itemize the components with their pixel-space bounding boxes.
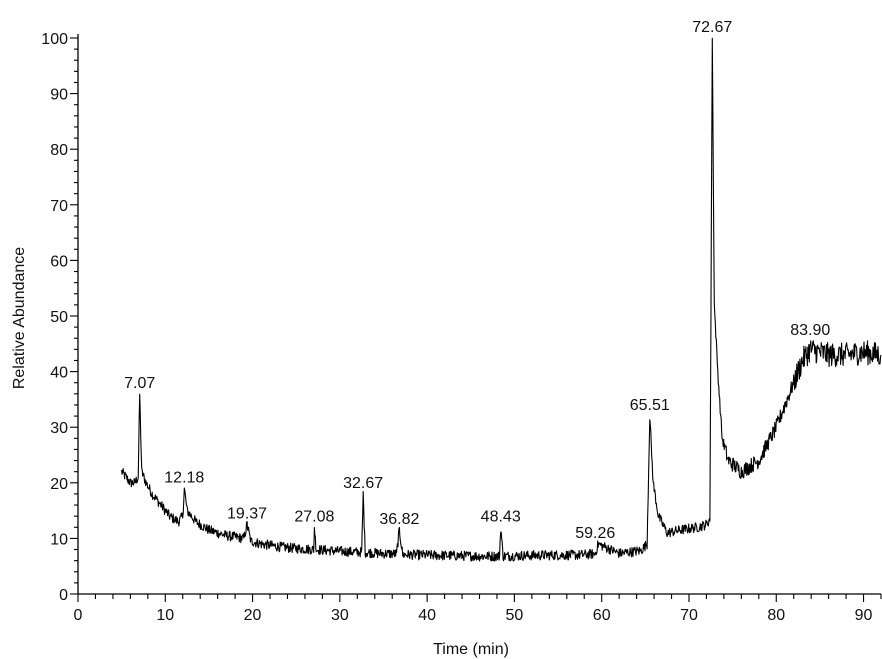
- x-tick-label: 80: [767, 607, 785, 624]
- x-tick-label: 50: [506, 607, 524, 624]
- y-tick-label: 50: [50, 309, 68, 326]
- peak-label: 7.07: [124, 375, 155, 392]
- x-tick-label: 10: [156, 607, 174, 624]
- y-tick-label: 90: [50, 87, 68, 104]
- x-axis: 0 10 20 30 40 50 60 70 80 90: [74, 593, 882, 624]
- y-tick-label: 40: [50, 365, 68, 382]
- y-tick-label: 0: [59, 587, 68, 604]
- y-tick-label: 10: [50, 531, 68, 548]
- x-tick-label: 0: [74, 607, 83, 624]
- peak-label: 59.26: [575, 525, 615, 542]
- peak-label: 36.82: [379, 511, 419, 528]
- peak-label: 83.90: [790, 322, 830, 339]
- y-tick-label: 100: [41, 31, 68, 48]
- peak-label: 48.43: [481, 508, 521, 525]
- peak-label: 27.08: [294, 508, 334, 525]
- y-tick-label: 80: [50, 142, 68, 159]
- plot-area: [121, 37, 882, 562]
- y-axis: 0 10 20 30 40 50 60 70 80 90 100: [41, 31, 79, 604]
- x-tick-label: 70: [680, 607, 698, 624]
- x-tick-label: 90: [855, 607, 873, 624]
- peak-label: 72.67: [692, 19, 732, 36]
- peak-label: 19.37: [227, 506, 267, 523]
- peak-labels: 7.07 12.18 19.37 27.08 32.67 36.82 48.43 59.26 6…: [124, 19, 830, 542]
- peak-label: 12.18: [164, 469, 204, 486]
- x-tick-label: 30: [331, 607, 349, 624]
- y-axis-label: Relative Abundance: [11, 247, 28, 389]
- x-axis-label: Time (min): [433, 641, 509, 658]
- y-tick-label: 20: [50, 476, 68, 493]
- x-tick-label: 20: [244, 607, 262, 624]
- y-tick-label: 30: [50, 420, 68, 437]
- y-tick-label: 70: [50, 198, 68, 215]
- x-tick-label: 40: [418, 607, 436, 624]
- y-tick-label: 60: [50, 253, 68, 270]
- peak-label: 65.51: [630, 397, 670, 414]
- peak-label: 32.67: [343, 475, 383, 492]
- chromatogram-trace: [121, 37, 882, 562]
- x-tick-label: 60: [593, 607, 611, 624]
